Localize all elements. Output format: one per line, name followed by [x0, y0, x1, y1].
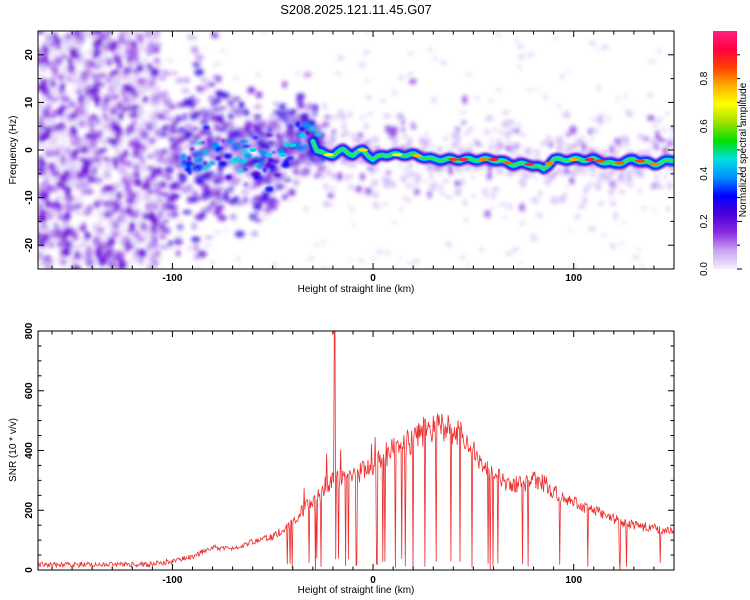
y-tick-label: 600: [24, 382, 35, 399]
spectrogram-image: [38, 31, 674, 269]
y-tick-label: -10: [24, 190, 35, 205]
ridge-hotspot: [412, 154, 423, 158]
x-tick-label: 100: [565, 575, 582, 586]
ridge-blob: [289, 143, 297, 148]
spectrogram-noise-blobs: [38, 31, 674, 269]
y-tick-label: 10: [24, 96, 35, 108]
colorbar-tick-label: 0.2: [699, 214, 710, 228]
colorbar-tick-label: 0.0: [699, 262, 710, 276]
y-tick-label: 800: [24, 322, 35, 339]
ridge-blob: [265, 152, 273, 157]
snr-x-axis-label: Height of straight line (km): [298, 585, 415, 596]
spectrogram-y-axis-label: Frequency (Hz): [8, 116, 19, 185]
ridge-hotspot: [524, 162, 535, 166]
ridge-hotspot: [568, 157, 579, 162]
ridge-hotspot: [458, 157, 469, 162]
ridge-hotspot: [323, 153, 334, 157]
ridge-hotspot: [502, 161, 513, 165]
y-tick-label: 0: [24, 567, 35, 573]
ridge-blob: [249, 148, 257, 152]
snr-ticks: -100 0 100 0 200 400 600 800: [24, 322, 675, 586]
spectrogram-strong-blobs: [179, 121, 326, 192]
ridge-hotspot: [358, 148, 369, 152]
ridge-hotspot: [392, 153, 403, 157]
x-tick-label: -100: [162, 273, 182, 284]
colorbar-gradient: [713, 31, 737, 269]
snr-panel: -100 0 100 0 200 400 600 800 Height of straight…: [8, 322, 675, 596]
y-tick-label: 0: [24, 147, 35, 153]
y-tick-label: -20: [24, 238, 35, 253]
ridge-hotspot: [614, 161, 625, 165]
ridge-hotspot: [634, 159, 645, 163]
spectrogram-x-axis-label: Height of straight line (km): [298, 284, 415, 295]
x-tick-label: 0: [370, 273, 376, 284]
ridge-hotspot: [448, 157, 459, 162]
ridge-blob: [233, 157, 241, 162]
ridge-hotspot: [594, 159, 605, 163]
ridge-blob: [279, 152, 287, 157]
colorbar-tick-label: 0.4: [699, 166, 710, 180]
y-tick-label: 200: [24, 501, 35, 518]
ridge-hotspot: [488, 157, 499, 162]
colorbar: 0.0 0.2 0.4 0.6 0.8 Normalized spectral ampl…: [699, 31, 749, 276]
colorbar-ticks: 0.0 0.2 0.4 0.6 0.8: [699, 54, 742, 276]
x-tick-label: 100: [565, 273, 582, 284]
y-tick-label: 20: [24, 49, 35, 61]
colorbar-tick-label: 0.8: [699, 71, 710, 85]
colorbar-tick-label: 0.6: [699, 119, 710, 133]
ridge-hotspot: [584, 157, 595, 162]
colorbar-label: Normalized spectral amplitude: [738, 82, 749, 217]
ridge-blob: [299, 133, 307, 138]
x-tick-label: 0: [370, 575, 376, 586]
figure-title: S208.2025.121.11.45.G07: [280, 2, 432, 17]
ridge-hotspot: [544, 161, 555, 165]
snr-series-line: [38, 331, 674, 570]
ridge-hotspot: [478, 157, 489, 162]
ridge-hotspot: [648, 162, 659, 166]
x-tick-label: -100: [162, 575, 182, 586]
y-tick-label: 400: [24, 442, 35, 459]
snr-y-axis-label: SNR (10 * v/v): [8, 418, 19, 482]
